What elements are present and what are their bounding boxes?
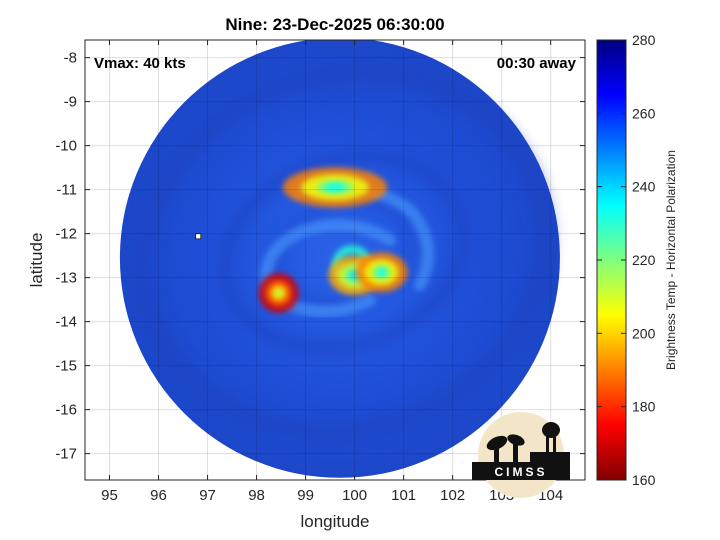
feature-northern-outer-band bbox=[283, 167, 387, 208]
swath-ring bbox=[218, 149, 470, 355]
logo-dish-right bbox=[507, 434, 525, 446]
x-tick-label: 98 bbox=[248, 487, 265, 504]
swath-ring bbox=[133, 62, 556, 442]
logo-base bbox=[472, 462, 570, 480]
colorbar-tick-label: 220 bbox=[632, 252, 656, 268]
colorbar-tick-label: 280 bbox=[632, 32, 656, 48]
y-tick-label: -13 bbox=[55, 270, 77, 287]
y-tick-label: -12 bbox=[55, 226, 77, 243]
x-tick-label: 104 bbox=[538, 487, 563, 504]
x-tick-label: 97 bbox=[199, 487, 216, 504]
logo-dish-left-stand bbox=[494, 446, 499, 462]
x-tick-label: 99 bbox=[297, 487, 314, 504]
chart-title: Nine: 23-Dec-2025 06:30:00 bbox=[225, 15, 444, 34]
colorbar-tick-label: 260 bbox=[632, 105, 656, 121]
y-tick-label: -17 bbox=[55, 446, 77, 463]
microwave-swath bbox=[119, 40, 560, 478]
logo-tower-leg-right bbox=[553, 437, 556, 462]
y-axis-label: latitude bbox=[27, 233, 46, 288]
feature-layer bbox=[324, 183, 346, 192]
logo-tower-leg-left bbox=[546, 437, 549, 462]
y-tick-label: -11 bbox=[56, 182, 77, 199]
cimss-logo: CIMSS bbox=[472, 412, 570, 498]
time-away-label: 00:30 away bbox=[497, 55, 577, 72]
y-tick-label: -9 bbox=[64, 94, 77, 111]
vmax-label: Vmax: 40 kts bbox=[94, 55, 186, 72]
x-tick-label: 100 bbox=[342, 487, 367, 504]
feature-eastern-core-band bbox=[355, 252, 408, 293]
x-axis-label: longitude bbox=[300, 512, 369, 531]
logo-water-tower bbox=[542, 422, 560, 438]
x-tick-label: 96 bbox=[150, 487, 167, 504]
colorbar-tick-label: 160 bbox=[632, 472, 656, 488]
feature-western-core-band bbox=[258, 273, 299, 313]
x-tick-label: 95 bbox=[101, 487, 118, 504]
y-tick-label: -15 bbox=[55, 358, 77, 375]
x-tick-label: 102 bbox=[440, 487, 465, 504]
grid bbox=[85, 40, 585, 480]
colorbar-label: Brightness Temp - Horizontal Polarizatio… bbox=[664, 150, 678, 370]
y-tick-label: -10 bbox=[55, 138, 77, 155]
axes-frame bbox=[84, 39, 586, 481]
x-tick-label: 101 bbox=[391, 487, 416, 504]
ticks: 95 96 97 98 99 100 101 102 103 104-8-9-10-11-12-1… bbox=[55, 40, 585, 504]
colorbar-ticks: 160 180 200 220 240 260 280 bbox=[597, 32, 656, 488]
rain-band-arc bbox=[284, 294, 376, 318]
rain-band-arc bbox=[260, 219, 396, 301]
colorbar-tick-label: 240 bbox=[632, 179, 656, 195]
y-tick-label: -16 bbox=[55, 402, 77, 419]
feature-layer bbox=[376, 268, 387, 277]
y-tick-label: -8 bbox=[64, 50, 77, 67]
colorbar-tick-label: 180 bbox=[632, 399, 656, 415]
logo-building bbox=[530, 452, 570, 462]
logo-dish-left bbox=[486, 435, 508, 451]
y-tick-label: -14 bbox=[55, 314, 77, 331]
logo-silhouette bbox=[472, 422, 570, 480]
logo-dish-right-stand bbox=[513, 443, 518, 462]
map-marker bbox=[195, 233, 202, 240]
logo-text: CIMSS bbox=[494, 465, 547, 479]
colorbar-tick-label: 200 bbox=[632, 325, 656, 341]
feature-layer bbox=[274, 289, 283, 297]
